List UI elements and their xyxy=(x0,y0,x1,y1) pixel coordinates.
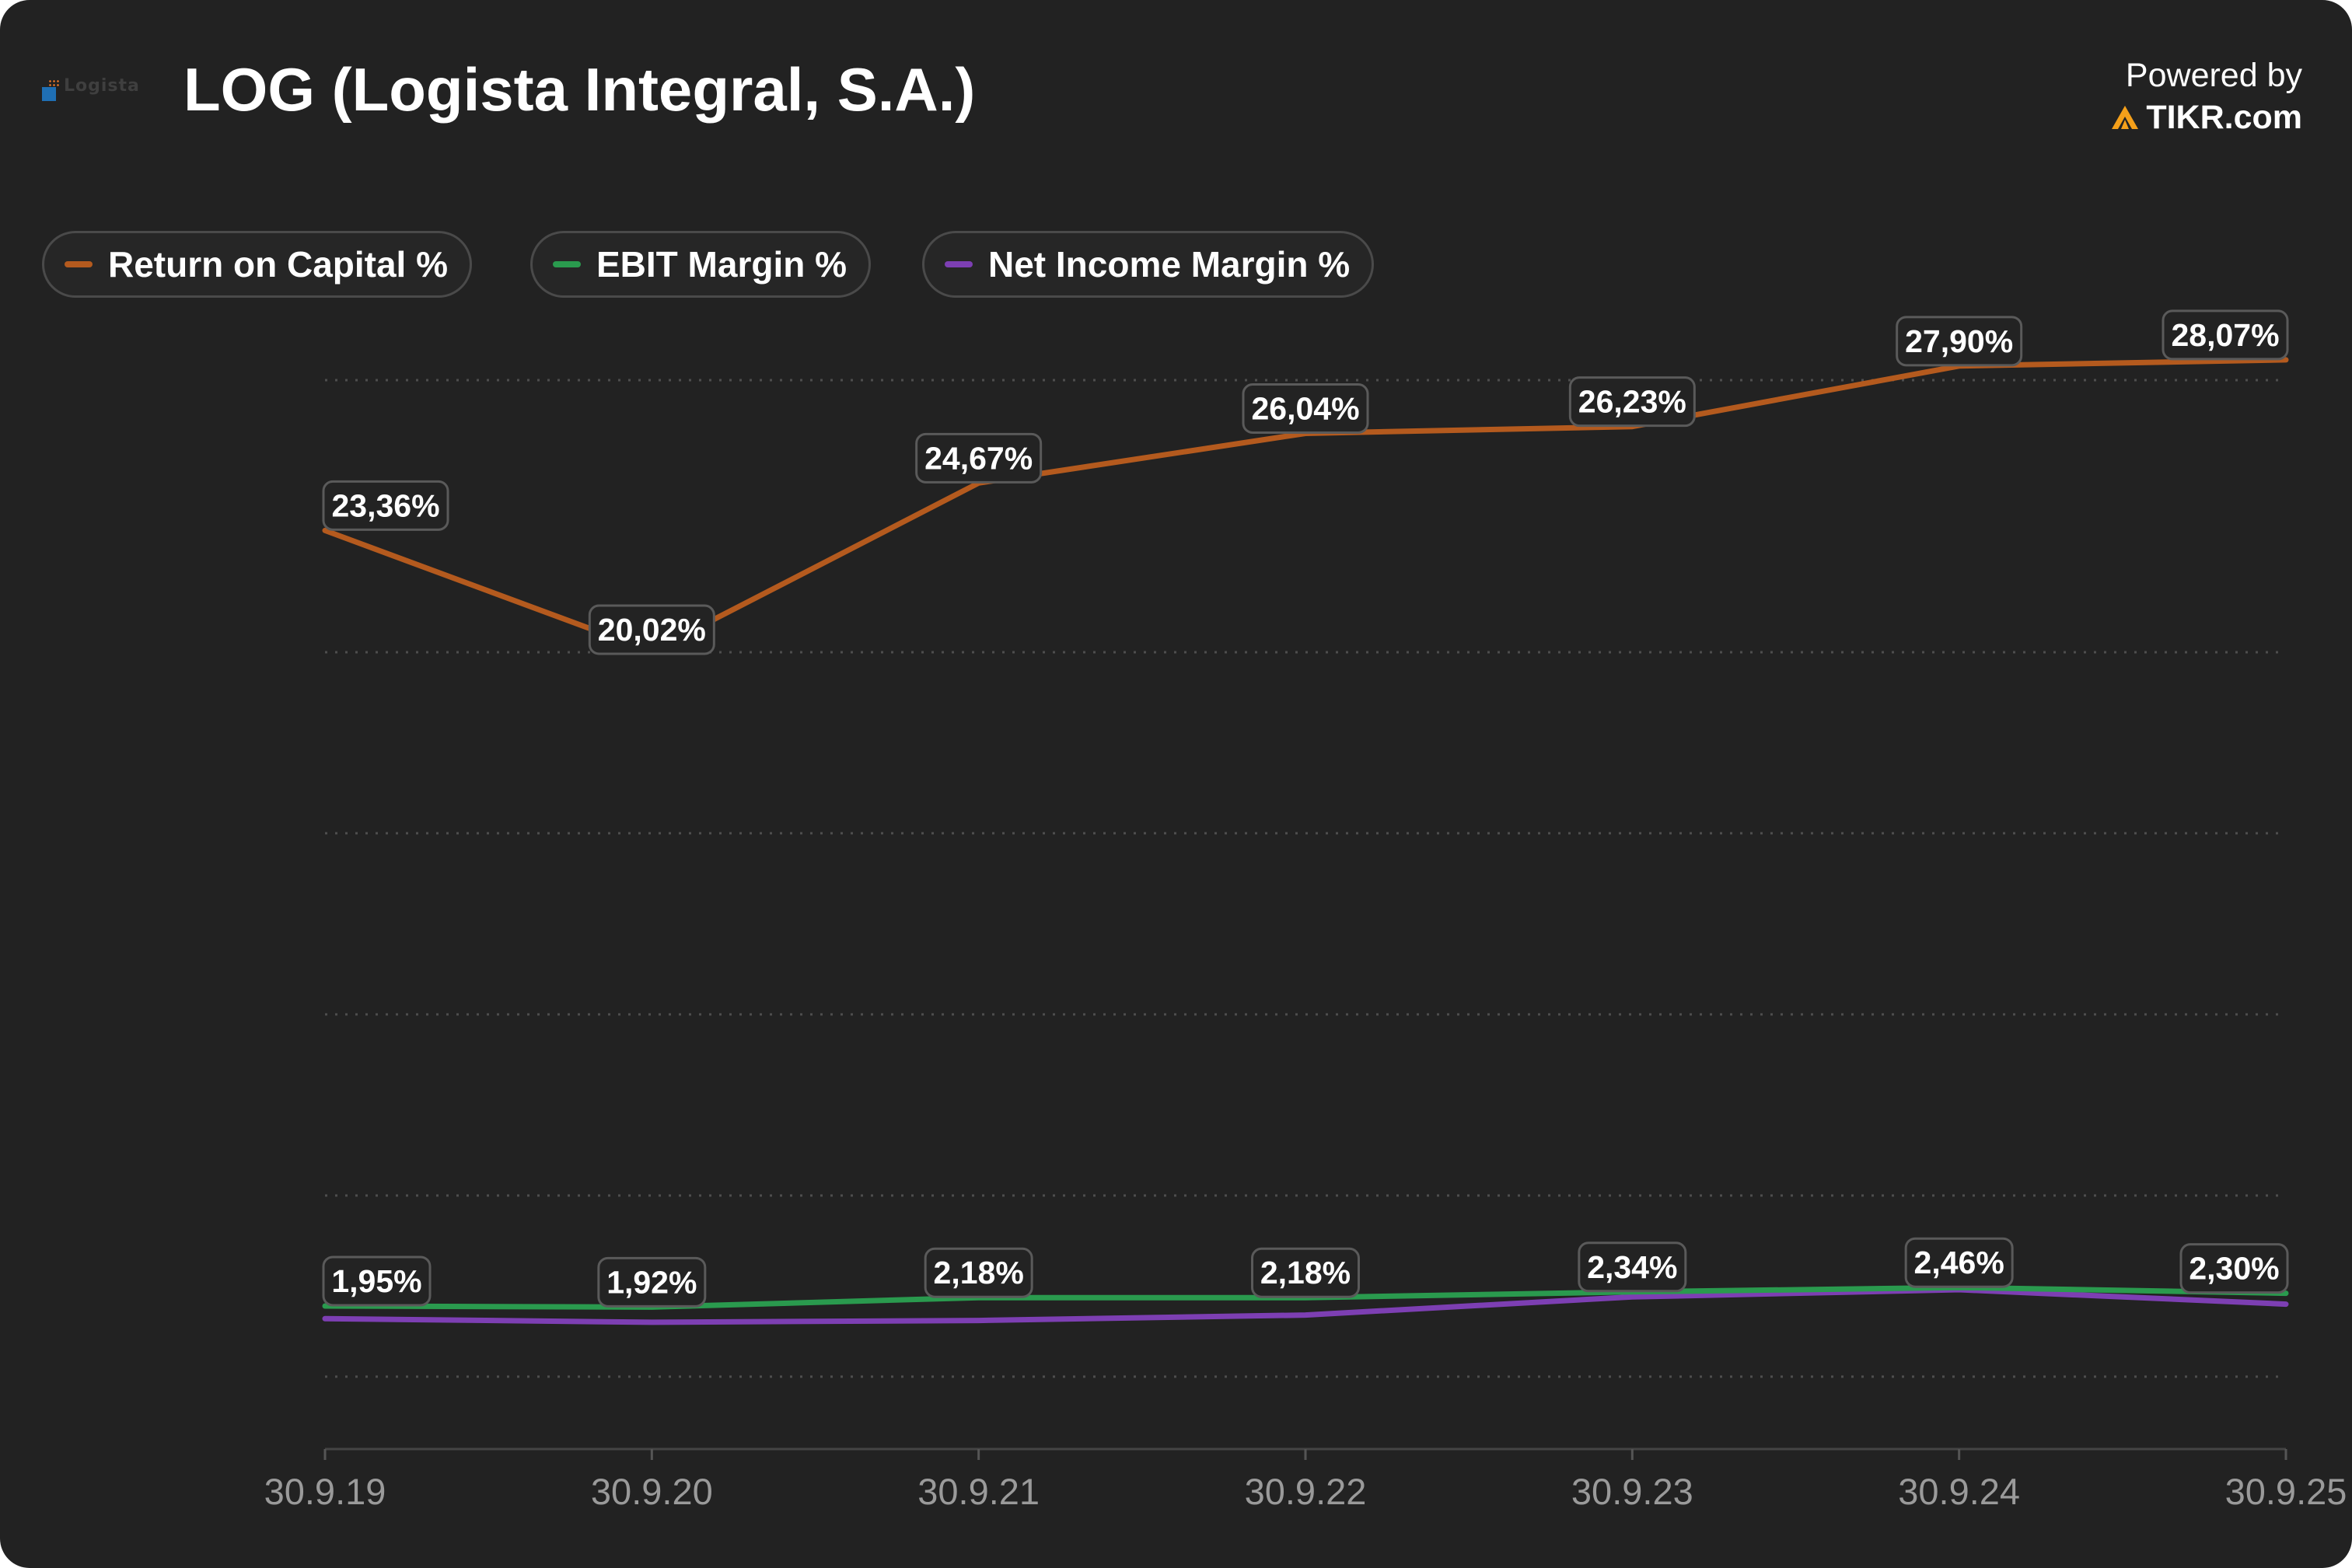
data-label-return-on-capital: 23,36% xyxy=(331,487,439,523)
data-label-ebit-margin: 1,92% xyxy=(606,1264,697,1300)
x-tick-label: 30.9.23 xyxy=(1571,1471,1693,1512)
data-label-ebit-margin: 2,30% xyxy=(2189,1251,2279,1287)
x-tick-label: 30.9.25 xyxy=(2225,1471,2347,1512)
data-label-ebit-margin: 2,34% xyxy=(1587,1249,1677,1285)
data-label-ebit-margin: 2,46% xyxy=(1914,1245,2004,1280)
data-label-ebit-margin: 2,18% xyxy=(1260,1255,1351,1290)
x-tick-label: 30.9.21 xyxy=(917,1471,1040,1512)
data-label-return-on-capital: 20,02% xyxy=(598,612,706,648)
data-label-ebit-margin: 1,95% xyxy=(331,1263,421,1299)
data-label-ebit-margin: 2,18% xyxy=(934,1255,1024,1290)
data-label-return-on-capital: 24,67% xyxy=(924,440,1033,476)
x-tick-label: 30.9.19 xyxy=(264,1471,386,1512)
data-label-return-on-capital: 28,07% xyxy=(2171,317,2279,353)
x-tick-label: 30.9.24 xyxy=(1898,1471,2020,1512)
x-tick-label: 30.9.20 xyxy=(591,1471,713,1512)
data-label-return-on-capital: 26,04% xyxy=(1251,391,1359,427)
data-label-return-on-capital: 27,90% xyxy=(1905,323,2013,359)
x-tick-label: 30.9.22 xyxy=(1245,1471,1367,1512)
data-label-return-on-capital: 26,23% xyxy=(1578,384,1686,420)
